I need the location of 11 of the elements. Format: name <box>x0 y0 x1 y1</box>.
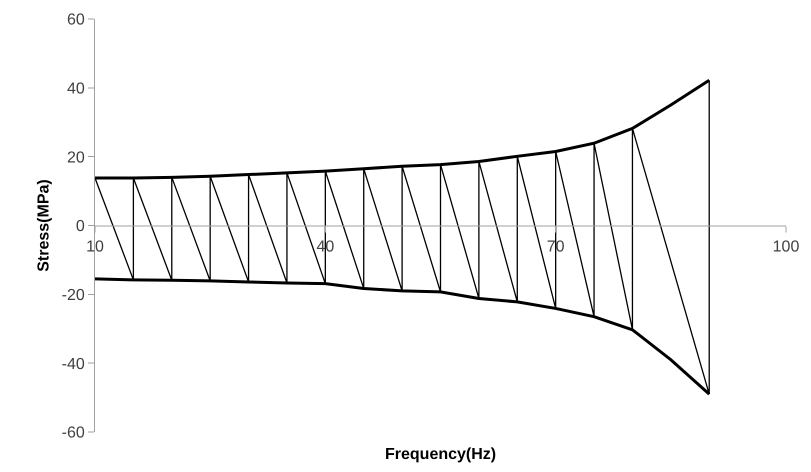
x-tick-label: 100 <box>772 238 800 256</box>
y-tick-label: 40 <box>67 80 85 98</box>
x-axis-title: Frequency(Hz) <box>385 446 496 463</box>
y-tick-label: 60 <box>67 12 85 29</box>
y-tick-label: 20 <box>67 149 85 166</box>
y-axis-title: Stress(MPa) <box>36 179 53 272</box>
x-tick-label: 10 <box>86 238 104 256</box>
y-tick-label: -20 <box>62 286 85 304</box>
y-tick-label: -40 <box>62 356 85 373</box>
y-tick-label: 0 <box>76 218 85 236</box>
y-tick-label: -60 <box>62 424 85 442</box>
